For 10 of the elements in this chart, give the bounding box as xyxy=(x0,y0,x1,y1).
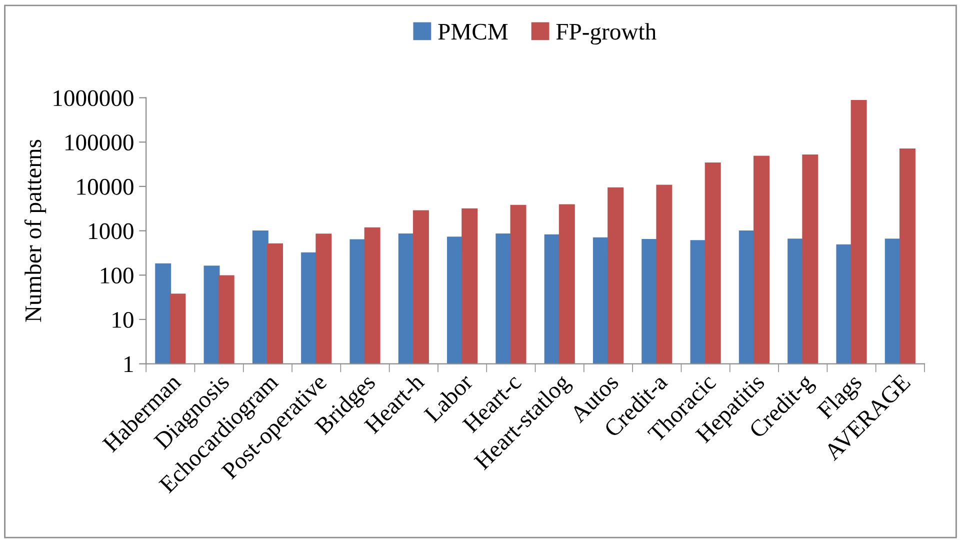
legend-label: FP-growth xyxy=(556,23,656,45)
y-tick-label: 1 xyxy=(124,356,133,372)
y-tick-label: 1000000 xyxy=(54,90,134,106)
legend-label: PMCM xyxy=(438,24,508,40)
y-tick-label: 10 xyxy=(112,312,134,328)
y-tick-label: 1000 xyxy=(89,223,134,240)
y-axis-title: Number of patterns xyxy=(24,140,46,322)
y-tick-label: 10000 xyxy=(77,178,134,195)
y-tick-label: 100000 xyxy=(66,134,134,151)
y-tick-label: 100 xyxy=(100,268,134,284)
